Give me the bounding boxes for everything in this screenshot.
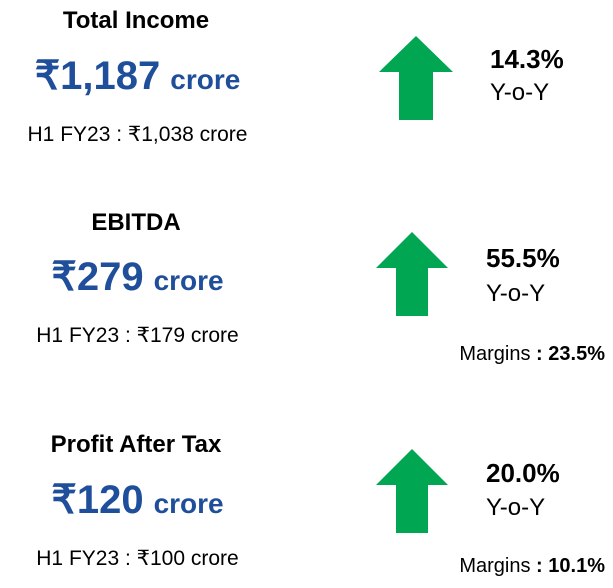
margins-text: Margins : 10.1% [459, 554, 605, 578]
margins-separator: : [536, 343, 543, 365]
metric-previous: H1 FY23 : ₹179 crore [36, 324, 239, 347]
metric-title: EBITDA [91, 209, 181, 236]
metric-value-unit: crore [170, 64, 241, 95]
metric-previous: H1 FY23 : ₹1,038 crore [27, 123, 248, 146]
growth-percent: 20.0% [486, 458, 560, 488]
metric-value-amount: ₹120 [51, 478, 144, 522]
growth-percent: 14.3% [490, 44, 564, 74]
margins-label: Margins [459, 555, 531, 577]
up-arrow-icon [376, 232, 448, 316]
metric-value: ₹279 crore [0, 255, 275, 303]
metric-total-income: Total Income ₹1,187 crore H1 FY23 : ₹1,03… [0, 0, 613, 180]
metric-value: ₹120 crore [0, 478, 275, 526]
growth-label: Y-o-Y [486, 494, 546, 521]
metric-value-amount: ₹279 [51, 255, 144, 299]
metric-value-amount: ₹1,187 [34, 54, 161, 98]
metric-value-unit: crore [153, 265, 224, 296]
metric-title: Total Income [62, 7, 210, 34]
margins-value: 23.5% [548, 343, 605, 365]
metric-ebitda: EBITDA ₹279 crore H1 FY23 : ₹179 crore 55… [0, 200, 613, 380]
metric-title: Profit After Tax [50, 431, 222, 458]
growth-label: Y-o-Y [486, 280, 546, 307]
up-arrow-icon [379, 36, 453, 120]
margins-separator: : [536, 555, 543, 577]
margins-value: 10.1% [548, 555, 605, 577]
growth-percent: 55.5% [486, 243, 560, 273]
margins-text: Margins : 23.5% [459, 342, 605, 366]
metric-previous: H1 FY23 : ₹100 crore [36, 547, 239, 570]
metric-value-unit: crore [153, 488, 224, 519]
growth-label: Y-o-Y [490, 79, 550, 106]
metric-profit-after-tax: Profit After Tax ₹120 crore H1 FY23 : ₹10… [0, 400, 613, 580]
up-arrow-icon [376, 449, 448, 533]
metric-value: ₹1,187 crore [0, 54, 275, 102]
margins-label: Margins [459, 343, 531, 365]
